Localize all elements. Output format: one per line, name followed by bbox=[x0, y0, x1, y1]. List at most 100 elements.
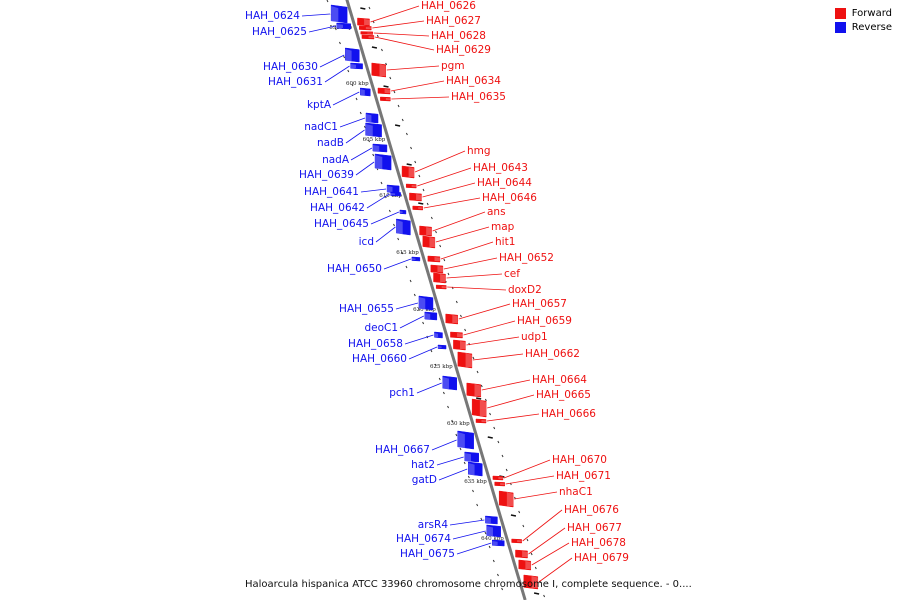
gene-label: HAH_0644 bbox=[477, 177, 532, 189]
gene-label: HAH_0624 bbox=[245, 10, 300, 22]
reverse-gene-shade bbox=[485, 517, 491, 523]
minor-tick bbox=[326, 0, 329, 3]
leader-line bbox=[466, 336, 520, 346]
leader-line bbox=[339, 117, 366, 128]
legend-label-forward: Forward bbox=[851, 8, 892, 19]
sequence-caption: Haloarcula hispanica ATCC 33960 chromoso… bbox=[245, 579, 692, 590]
leader-line bbox=[436, 456, 464, 466]
forward-gene bbox=[419, 225, 432, 237]
forward-gene-shade bbox=[457, 333, 463, 337]
leader-line bbox=[452, 530, 486, 540]
gene-label: HAH_0677 bbox=[567, 522, 622, 534]
reverse-gene bbox=[350, 62, 363, 70]
minor-tick bbox=[405, 132, 408, 136]
forward-gene bbox=[409, 192, 422, 202]
minor-tick bbox=[422, 321, 425, 325]
gene-label: hmg bbox=[467, 145, 491, 157]
gene-label: HAH_0626 bbox=[421, 0, 476, 12]
minor-tick bbox=[368, 139, 370, 143]
reverse-gene-shade bbox=[366, 114, 372, 122]
reverse-gene bbox=[330, 4, 348, 24]
leader-line bbox=[390, 80, 445, 92]
forward-gene-shade bbox=[408, 167, 415, 177]
minor-tick bbox=[385, 62, 388, 66]
leader-line bbox=[438, 468, 468, 481]
minor-tick bbox=[351, 83, 354, 87]
major-tick bbox=[383, 85, 389, 88]
minor-tick bbox=[430, 216, 433, 220]
reverse-gene-shade bbox=[390, 193, 396, 195]
minor-tick bbox=[338, 41, 341, 45]
leader-line bbox=[404, 334, 434, 345]
minor-tick bbox=[434, 363, 437, 367]
minor-tick bbox=[438, 377, 441, 381]
minor-tick bbox=[497, 440, 500, 444]
forward-gene-shade bbox=[474, 384, 481, 396]
gene-label: HAH_0658 bbox=[348, 338, 403, 350]
minor-tick bbox=[480, 517, 483, 521]
leader-line bbox=[503, 459, 551, 479]
forward-gene bbox=[357, 17, 370, 27]
leader-line bbox=[370, 211, 400, 225]
reverse-gene bbox=[336, 22, 351, 30]
forward-gene bbox=[475, 418, 487, 424]
forward-gene-shade bbox=[500, 483, 505, 485]
reverse-gene bbox=[464, 451, 479, 463]
minor-tick bbox=[363, 125, 366, 129]
leader-line bbox=[372, 20, 425, 29]
minor-tick bbox=[397, 104, 400, 108]
reverse-gene bbox=[424, 311, 438, 321]
reverse-gene bbox=[345, 47, 360, 63]
ruler-label: 610 kbp bbox=[379, 193, 402, 199]
reverse-gene-shade bbox=[399, 211, 403, 213]
forward-gene-shade bbox=[368, 36, 374, 38]
reverse-gene-shade bbox=[438, 346, 442, 348]
leader-line bbox=[440, 241, 494, 260]
forward-gene bbox=[401, 165, 415, 179]
gene-label: HAH_0639 bbox=[299, 169, 354, 181]
minor-tick bbox=[472, 489, 474, 493]
leader-line bbox=[383, 258, 412, 270]
forward-gene-shade bbox=[517, 540, 522, 542]
leader-line bbox=[458, 303, 511, 320]
minor-tick bbox=[472, 356, 475, 360]
major-tick bbox=[360, 7, 366, 10]
legend-item-forward: Forward bbox=[834, 8, 892, 19]
minor-tick bbox=[414, 160, 417, 164]
reverse-gene-shade bbox=[350, 64, 356, 68]
leader-line bbox=[366, 193, 390, 209]
ruler-label: 615 kbp bbox=[396, 250, 419, 256]
leader-line bbox=[373, 32, 430, 37]
leader-line bbox=[350, 147, 373, 161]
gene-label: pch1 bbox=[389, 387, 415, 399]
reverse-gene bbox=[396, 218, 411, 236]
forward-gene-shade bbox=[416, 194, 422, 200]
leader-line bbox=[422, 182, 476, 198]
legend-item-reverse: Reverse bbox=[834, 22, 892, 33]
forward-gene-shade bbox=[506, 492, 514, 506]
leader-line bbox=[395, 302, 419, 310]
forward-gene bbox=[435, 284, 447, 290]
gene-label: nadA bbox=[322, 154, 350, 166]
gene-label: hit1 bbox=[495, 236, 515, 248]
minor-tick bbox=[410, 146, 412, 150]
leader-line bbox=[456, 542, 492, 555]
minor-tick bbox=[417, 307, 420, 311]
forward-gene bbox=[523, 574, 539, 590]
reverse-gene-shade bbox=[345, 49, 352, 61]
leader-line bbox=[408, 346, 438, 360]
reverse-gene bbox=[390, 191, 401, 197]
reverse-gene-shade bbox=[434, 333, 439, 337]
forward-gene-shade bbox=[440, 274, 446, 282]
minor-tick bbox=[522, 524, 525, 528]
reverse-gene-shade bbox=[492, 541, 498, 545]
reverse-gene bbox=[491, 539, 505, 547]
leader-line bbox=[531, 542, 570, 566]
chromosome-backbone bbox=[345, 0, 527, 600]
minor-tick bbox=[388, 209, 391, 213]
gene-label: map bbox=[491, 221, 515, 233]
forward-gene bbox=[412, 205, 423, 211]
leader-line bbox=[505, 475, 555, 485]
forward-gene-shade bbox=[385, 98, 391, 100]
